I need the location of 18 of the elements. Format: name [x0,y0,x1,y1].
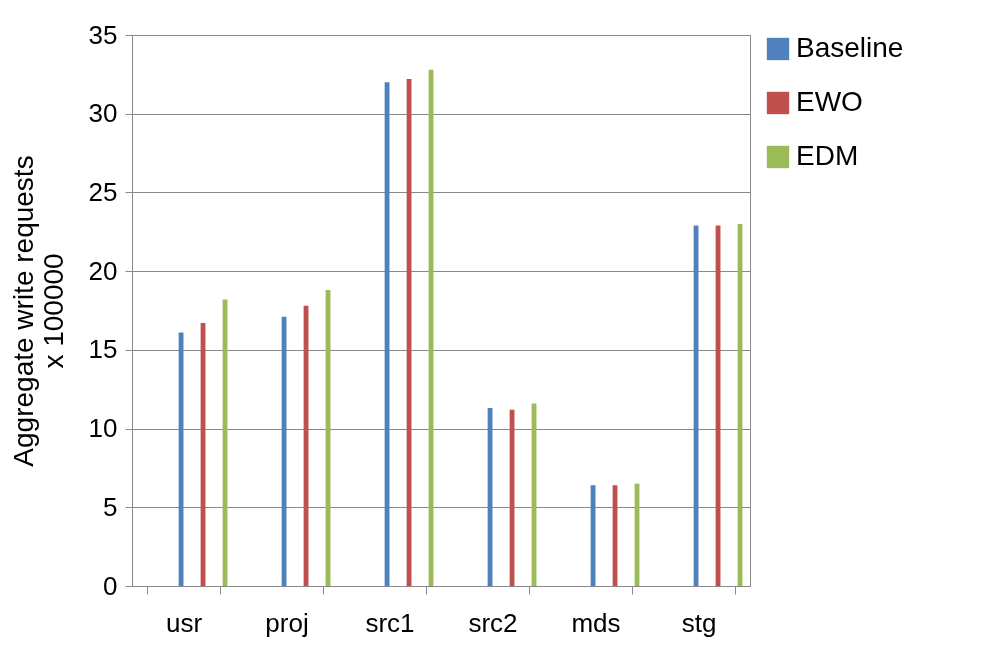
legend-label: EDM [796,140,859,171]
x-tick-label: usr [165,607,203,638]
x-tick-label: stg [681,607,717,638]
x-tick-label: src1 [365,607,415,638]
y-tick-label: 30 [88,98,118,129]
y-tick-label: 15 [88,334,118,365]
legend-label: Baseline [796,32,904,63]
x-tick-label: src2 [468,607,518,638]
y-tick-label: 5 [103,491,118,522]
y-axis-title: Aggregate write requests x 100000 [7,155,69,467]
y-tick-label: 25 [88,176,118,207]
y-tick-label: 20 [88,255,118,286]
y-tick-label: 0 [103,570,118,601]
y-tick-label: 10 [88,413,118,444]
x-tick-label: proj [265,607,309,638]
x-tick-label: mds [571,607,621,638]
legend-label: EWO [796,86,863,117]
y-tick-label: 35 [88,19,118,50]
